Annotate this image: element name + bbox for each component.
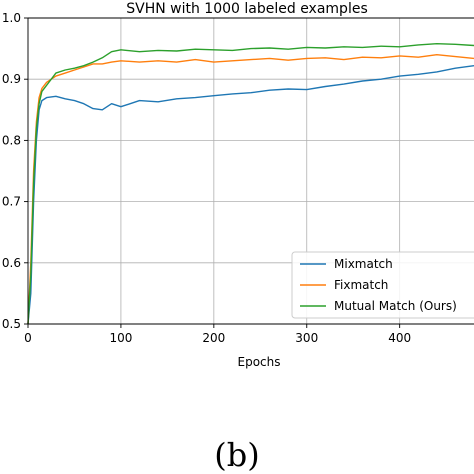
y-tick-label: 0.9	[2, 72, 21, 86]
x-tick-label: 200	[202, 331, 225, 345]
x-tick-label: 0	[24, 331, 32, 345]
chart-title: SVHN with 1000 labeled examples	[126, 1, 368, 17]
y-tick-label: 1.0	[2, 11, 21, 25]
legend-label: Fixmatch	[334, 278, 388, 292]
figure-caption: (b)	[214, 436, 259, 474]
x-tick-label: 100	[109, 331, 132, 345]
x-axis-label: Epochs	[238, 355, 281, 369]
series-line-fixmatch	[27, 54, 474, 325]
legend: Mixmatch Fixmatch Mutual Match (Ours)	[291, 251, 474, 319]
y-tick-label: 0.6	[2, 256, 21, 270]
axes: 0 100 200 300 400 0.5 0.6 0.7 0.8 0.9 1.0	[2, 11, 474, 345]
legend-box	[291, 251, 474, 319]
y-tick-label: 0.5	[2, 317, 21, 331]
y-tick-label: 0.8	[2, 133, 21, 147]
legend-label: Mutual Match (Ours)	[334, 299, 457, 313]
legend-label: Mixmatch	[334, 257, 393, 271]
y-tick-label: 0.7	[2, 195, 21, 209]
series-lines	[27, 43, 474, 325]
x-tick-label: 300	[295, 331, 318, 345]
x-tick-label: 400	[388, 331, 411, 345]
series-line-mutual-match-ours	[27, 43, 474, 325]
series-line-mixmatch	[27, 65, 474, 325]
